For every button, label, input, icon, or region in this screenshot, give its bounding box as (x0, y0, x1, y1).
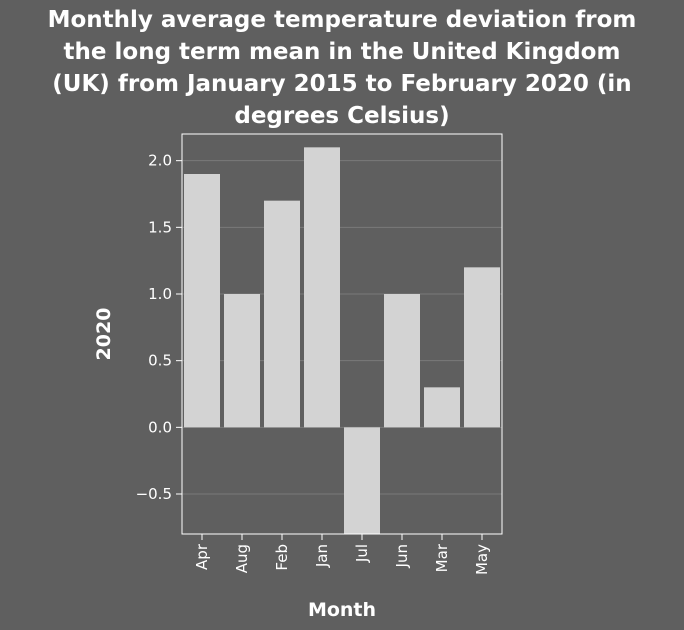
bars (184, 147, 500, 534)
y-axis-label: 2020 (93, 308, 115, 361)
bar-jun (384, 294, 420, 428)
x-tick-label: Feb (273, 544, 291, 571)
chart-title-line-1: Monthly average temperature deviation fr… (47, 7, 637, 33)
x-axis-label: Month (308, 599, 376, 621)
y-tick-label: 1.5 (148, 218, 172, 236)
x-tick-label: Apr (193, 543, 211, 570)
x-tick-label: May (473, 544, 491, 575)
x-tick-label: Aug (233, 544, 251, 573)
chart-title-line-4: degrees Celsius) (234, 103, 450, 129)
bar-jul (344, 427, 380, 534)
y-tick-label: 1.0 (148, 285, 172, 303)
bar-mar (424, 387, 460, 428)
chart-title-line-3: (UK) from January 2015 to February 2020 … (52, 71, 632, 97)
x-tick-label: Mar (433, 543, 451, 572)
chart-title: Monthly average temperature deviation fr… (0, 4, 684, 132)
bar-feb (264, 200, 300, 428)
chart-title-line-2: the long term mean in the United Kingdom (63, 39, 621, 65)
axes: −0.5 0.0 0.5 1.0 1.5 2.0 Apr Aug Feb Jan Jul Jun Mar… (136, 133, 503, 575)
y-tick-label: 0.5 (148, 352, 172, 370)
bar-aug (224, 294, 260, 428)
x-tick-label: Jan (313, 544, 331, 568)
bar-may (464, 267, 500, 428)
bar-jan (304, 147, 340, 428)
y-tick-label: 2.0 (148, 152, 172, 170)
x-tick-label: Jun (393, 544, 411, 568)
plot-frame (181, 133, 503, 535)
bar-apr (184, 174, 220, 428)
x-tick-label: Jul (353, 544, 371, 563)
y-tick-label: 0.0 (148, 418, 172, 436)
y-tick-label: −0.5 (136, 485, 172, 503)
